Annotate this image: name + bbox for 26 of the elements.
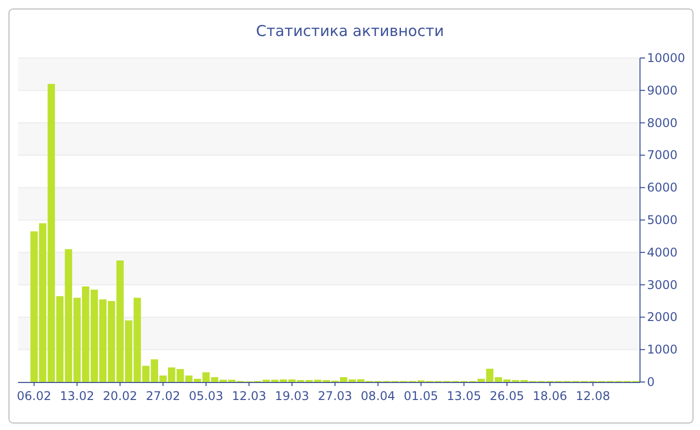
y-tick-label: 8000: [647, 116, 678, 130]
chart-title: Статистика активности: [256, 22, 444, 40]
y-tick-label: 7000: [647, 148, 678, 162]
y-tick-label: 5000: [647, 213, 678, 227]
x-tick-label: 18.06: [532, 389, 568, 403]
x-tick-label: 13.05: [446, 389, 482, 403]
x-tick-label: 12.03: [232, 389, 266, 403]
y-tick-label: 4000: [647, 245, 678, 260]
y-tick-label: 1000: [647, 342, 678, 357]
x-tick-label: 19.03: [274, 389, 310, 403]
x-tick-label: 01.05: [404, 389, 438, 403]
x-tick-label: 26.05: [490, 389, 524, 403]
x-tick-label: 13.02: [60, 389, 94, 403]
x-tick-label: 08.04: [360, 389, 396, 403]
x-tick-label: 27.03: [318, 389, 352, 403]
x-tick-label: 27.02: [146, 389, 180, 403]
y-tick-label: 10000: [647, 51, 686, 65]
x-tick-label: 20.02: [102, 389, 138, 403]
y-tick-label: 3000: [647, 278, 678, 292]
x-tick-label: 05.03: [188, 389, 224, 403]
x-tick-label: 12.08: [576, 389, 610, 403]
y-tick-label: 2000: [647, 310, 678, 324]
x-tick-label: 06.02: [16, 389, 52, 403]
y-tick-label: 0: [647, 375, 655, 389]
y-tick-label: 6000: [647, 180, 678, 195]
y-tick-label: 9000: [647, 83, 678, 98]
